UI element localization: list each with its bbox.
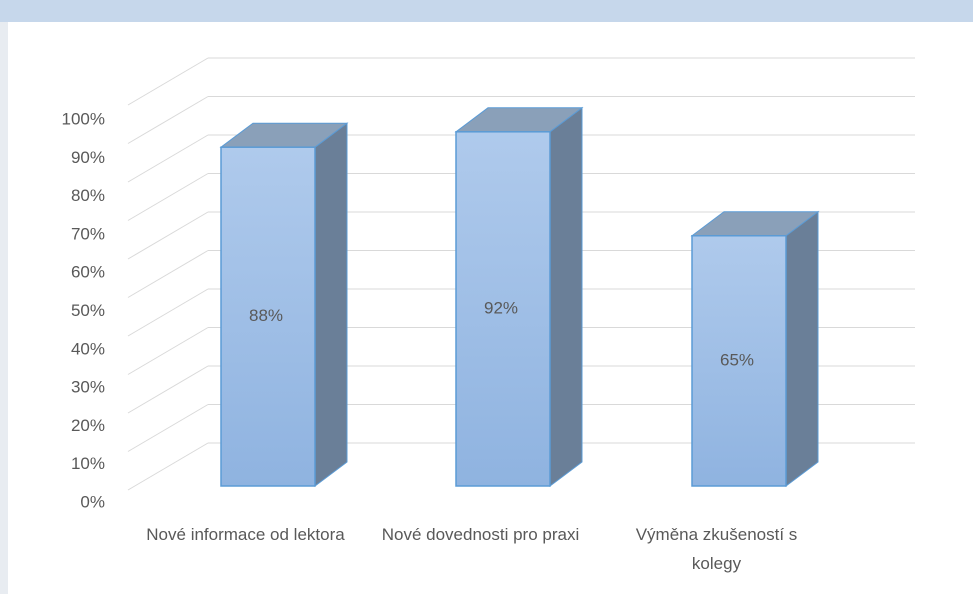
bar [220,146,316,487]
grid-line-side [127,96,209,144]
bar [691,235,787,487]
x-tick-label: Výměna zkušeností s kolegy [635,525,798,573]
y-tick-label: 100% [62,109,105,128]
x-tick-label: Nové dovednosti pro praxi [381,525,580,544]
grid-line-side [127,173,209,221]
x-tick-label: Nové informace od lektora [146,525,345,544]
y-tick-label: 20% [71,416,105,435]
grid-line-side [127,404,209,452]
value-label: 92% [484,298,518,317]
y-tick-label: 0% [80,492,105,511]
y-tick-label: 60% [71,263,105,282]
bar-side [785,210,819,487]
bar-side [314,122,348,487]
bar [455,131,551,487]
top-strip [0,0,973,22]
y-tick-label: 80% [71,186,105,205]
left-border [0,22,8,594]
grid-line-side [127,442,209,491]
grid-line-side [127,57,209,106]
value-label: 88% [249,306,283,325]
grid-line-side [127,288,209,337]
bar-side [549,106,583,487]
value-label: 65% [720,350,754,369]
grid-line-side [127,365,209,414]
y-tick-label: 50% [71,301,105,320]
y-tick-label: 90% [71,148,105,167]
grid-line-side [127,211,209,260]
y-tick-label: 70% [71,224,105,243]
grid-line-side [127,134,209,183]
y-tick-label: 40% [71,339,105,358]
grid-line-side [127,327,209,375]
y-tick-label: 10% [71,454,105,473]
y-tick-label: 30% [71,378,105,397]
grid-line-side [127,250,209,298]
